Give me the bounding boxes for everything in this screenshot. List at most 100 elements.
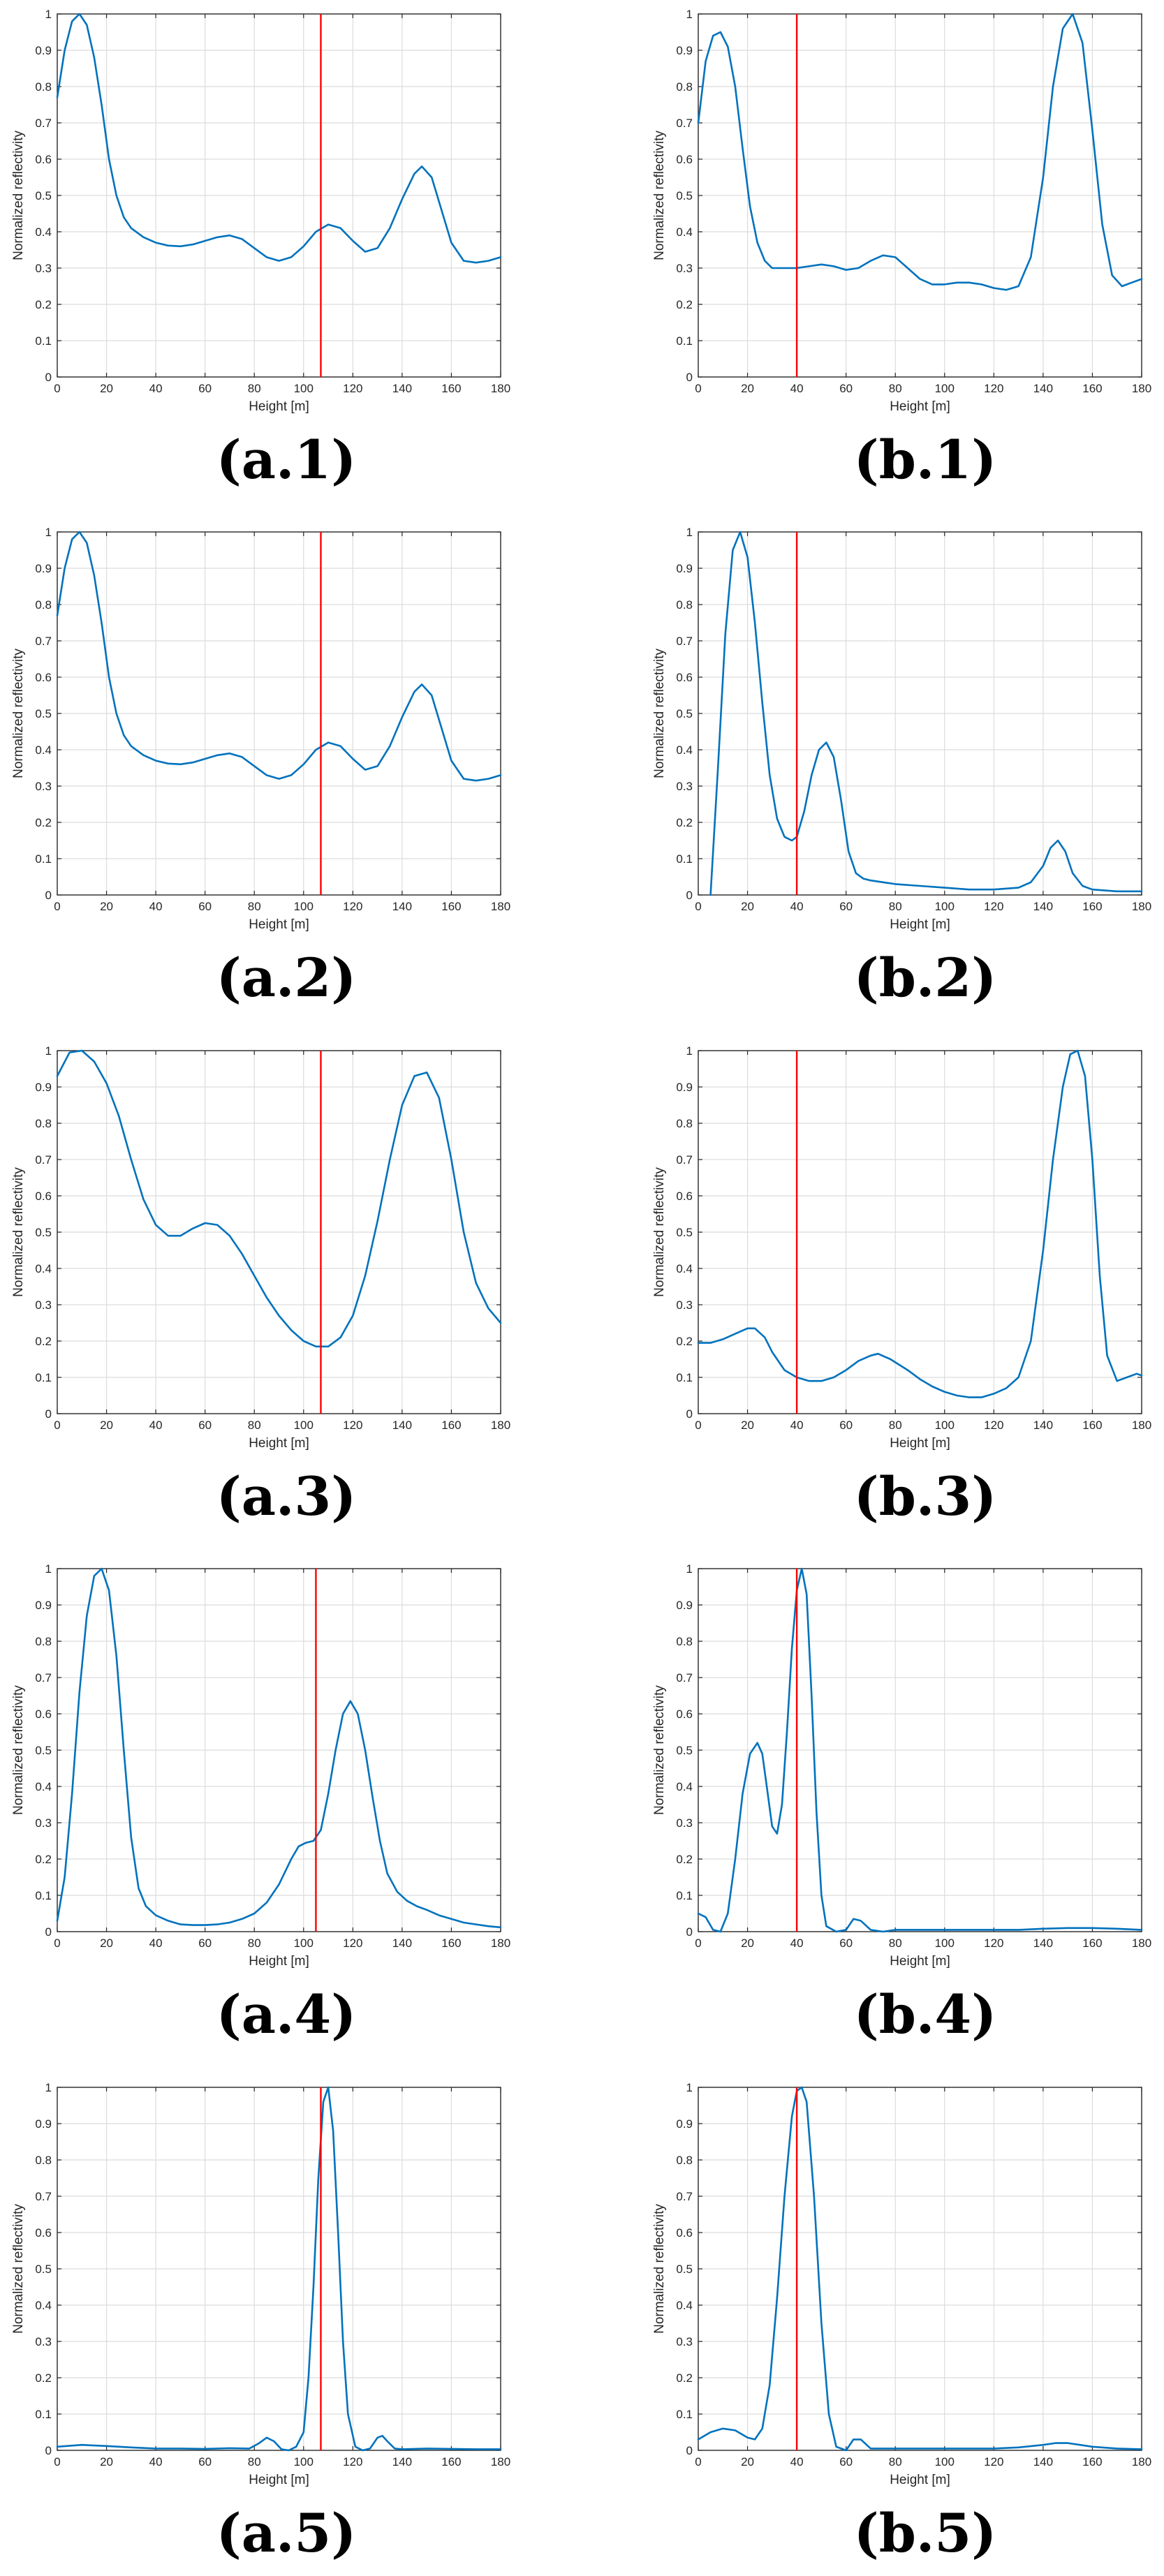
chart-panel-10: 0 20 40 60 80 100 120 140 160 180 0 0.1 0.2 0.3 0.4 0.5… — [652, 2081, 1151, 2564]
chart-panel-5: 0 20 40 60 80 100 120 140 160 180 0 0.1 0.2 0.3 0.4 0.5… — [11, 1044, 510, 1527]
y-axis-label: Normalized reflectivity — [652, 1685, 667, 1815]
y-tick-label: 0.7 — [676, 635, 693, 648]
x-tick-label: 120 — [984, 2455, 1003, 2468]
y-tick-label: 0.1 — [35, 1371, 52, 1384]
panel-label: (a.1) — [216, 429, 357, 491]
y-tick-label: 0.8 — [676, 80, 693, 94]
y-tick-label: 0.2 — [676, 298, 693, 311]
panel-label: (a.2) — [216, 947, 357, 1009]
x-tick-label: 80 — [248, 2455, 261, 2468]
y-tick-label: 0 — [45, 2444, 52, 2457]
y-tick-label: 0.4 — [35, 1780, 52, 1793]
chart-panel-3: 0 20 40 60 80 100 120 140 160 180 0 0.1 0.2 0.3 0.4 0.5… — [11, 526, 510, 1009]
x-tick-label: 40 — [149, 2455, 163, 2468]
x-tick-label: 20 — [100, 382, 113, 395]
x-tick-label: 100 — [935, 382, 955, 395]
x-tick-label: 180 — [1132, 1937, 1151, 1950]
x-tick-label: 140 — [1033, 1419, 1053, 1432]
x-tick-label: 20 — [100, 2455, 113, 2468]
y-tick-label: 0.9 — [35, 1081, 52, 1094]
x-tick-label: 160 — [441, 1419, 461, 1432]
y-tick-label: 0.9 — [676, 562, 693, 575]
y-tick-label: 1 — [45, 8, 52, 21]
y-axis-label: Normalized reflectivity — [11, 131, 26, 260]
y-tick-label: 0.6 — [35, 153, 52, 166]
reflectivity-series-line — [697, 1049, 1143, 1398]
y-axis-label: Normalized reflectivity — [652, 649, 667, 778]
y-tick-label: 0.3 — [35, 1298, 52, 1312]
x-tick-label: 160 — [1082, 1419, 1102, 1432]
y-tick-label: 1 — [686, 1044, 693, 1058]
x-tick-label: 140 — [1033, 2455, 1053, 2468]
reflectivity-series-line — [56, 1049, 502, 1348]
panel-label: (a.5) — [216, 2502, 357, 2564]
y-tick-label: 0.8 — [676, 1117, 693, 1130]
x-tick-label: 80 — [248, 1419, 261, 1432]
reflectivity-series-line — [56, 13, 502, 264]
y-tick-label: 0.5 — [35, 707, 52, 720]
y-tick-label: 0.9 — [35, 1599, 52, 1612]
y-tick-label: 0.3 — [676, 1816, 693, 1830]
y-tick-label: 0.6 — [676, 153, 693, 166]
x-tick-label: 80 — [248, 1937, 261, 1950]
y-tick-label: 0 — [686, 1925, 693, 1939]
reflectivity-series-line — [56, 1567, 502, 1929]
x-tick-label: 60 — [839, 900, 853, 913]
y-axis-label: Normalized reflectivity — [11, 1167, 26, 1297]
y-tick-label: 0.9 — [676, 1081, 693, 1094]
x-tick-label: 120 — [984, 900, 1003, 913]
y-tick-label: 1 — [686, 1562, 693, 1576]
y-tick-label: 0.5 — [35, 2263, 52, 2276]
x-tick-label: 80 — [889, 1419, 902, 1432]
x-tick-label: 40 — [149, 382, 163, 395]
y-tick-label: 0.1 — [35, 334, 52, 348]
x-tick-label: 160 — [1082, 2455, 1102, 2468]
x-tick-label: 100 — [935, 900, 955, 913]
x-tick-label: 180 — [491, 382, 510, 395]
y-tick-label: 0.8 — [35, 1117, 52, 1130]
reflectivity-series-line — [56, 2086, 502, 2452]
x-axis-label: Height [m] — [890, 1954, 950, 1969]
y-tick-label: 0.4 — [35, 1262, 52, 1275]
x-tick-label: 80 — [248, 382, 261, 395]
y-tick-label: 0.1 — [676, 1889, 693, 1902]
chart-panel-1: 0 20 40 60 80 100 120 140 160 180 0 0.1 0.2 0.3 0.4 0.5… — [11, 8, 510, 491]
y-tick-label: 0.2 — [35, 298, 52, 311]
x-tick-label: 140 — [392, 1419, 412, 1432]
x-tick-label: 0 — [695, 2455, 701, 2468]
x-tick-label: 160 — [441, 1937, 461, 1950]
y-tick-label: 0.5 — [676, 1226, 693, 1239]
reflectivity-series-line — [697, 1567, 1143, 1933]
y-axis-label: Normalized reflectivity — [652, 2204, 667, 2334]
x-tick-label: 20 — [741, 2455, 754, 2468]
y-tick-label: 0.8 — [35, 598, 52, 612]
y-tick-label: 0.2 — [676, 1335, 693, 1348]
y-tick-label: 0.7 — [35, 635, 52, 648]
x-tick-label: 60 — [198, 2455, 212, 2468]
y-tick-label: 0.6 — [676, 2226, 693, 2240]
panel-label: (b.5) — [854, 2502, 996, 2564]
x-tick-label: 160 — [1082, 900, 1102, 913]
x-tick-label: 20 — [100, 1937, 113, 1950]
x-axis-label: Height [m] — [249, 2473, 309, 2487]
x-tick-label: 140 — [392, 900, 412, 913]
y-tick-label: 0.7 — [676, 1153, 693, 1167]
x-tick-label: 0 — [54, 900, 60, 913]
panel-label: (a.4) — [216, 1983, 357, 2045]
y-tick-label: 0.5 — [35, 1226, 52, 1239]
x-tick-label: 120 — [984, 1937, 1003, 1950]
y-tick-label: 0.2 — [35, 1335, 52, 1348]
y-tick-label: 0.1 — [35, 852, 52, 866]
y-tick-label: 0.3 — [676, 262, 693, 275]
x-axis-label: Height [m] — [890, 399, 950, 414]
x-tick-label: 180 — [1132, 2455, 1151, 2468]
y-tick-label: 0.4 — [676, 1262, 693, 1275]
y-tick-label: 0.3 — [35, 780, 52, 793]
y-tick-label: 0.2 — [676, 816, 693, 829]
x-tick-label: 120 — [343, 2455, 362, 2468]
x-tick-label: 120 — [343, 1419, 362, 1432]
x-tick-label: 160 — [1082, 382, 1102, 395]
x-tick-label: 120 — [343, 1937, 362, 1950]
y-tick-label: 0.3 — [35, 1816, 52, 1830]
y-tick-label: 0.9 — [676, 2117, 693, 2131]
